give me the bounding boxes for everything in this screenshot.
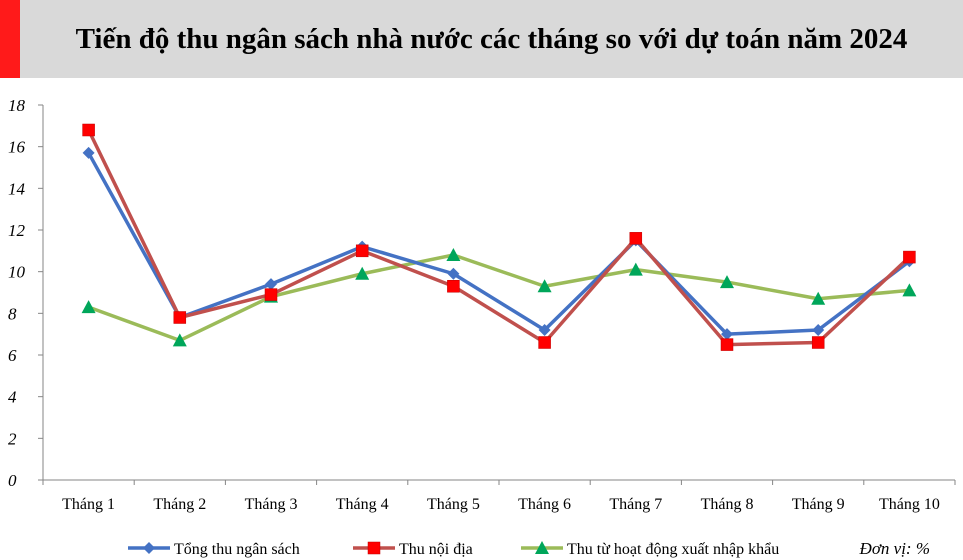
- data-point: [537, 279, 552, 293]
- legend-label: Thu từ hoạt động xuất nhập khẩu: [567, 541, 779, 558]
- data-point: [628, 262, 643, 276]
- data-point: [265, 278, 277, 291]
- legend-marker: [367, 541, 381, 555]
- x-tick-label: Tháng 9: [792, 496, 845, 513]
- y-tick-label: 10: [8, 263, 26, 282]
- x-tick-label: Tháng 7: [609, 496, 662, 513]
- data-point: [720, 275, 734, 289]
- data-point: [446, 248, 461, 261]
- chart-legend: Tổng thu ngân sách Thu nội địa Thu từ hoạt…: [128, 539, 930, 558]
- data-point: [811, 336, 825, 349]
- y-tick-label: 4: [8, 388, 17, 407]
- y-tick-label: 12: [8, 221, 26, 240]
- data-point: [812, 324, 825, 336]
- x-tick-label: Tháng 1: [62, 496, 115, 513]
- title-bar: Tiến độ thu ngân sách nhà nước các tháng…: [0, 0, 963, 78]
- legend-label: Thu nội địa: [399, 541, 473, 558]
- data-point: [903, 250, 916, 264]
- data-point: [811, 291, 826, 305]
- y-tick-label: 14: [8, 179, 26, 198]
- data-point: [538, 324, 551, 336]
- legend-marker: [143, 542, 155, 554]
- unit-note: Đơn vị: %: [859, 539, 930, 558]
- y-tick-label: 8: [8, 304, 17, 323]
- chart-title: Tiến độ thu ngân sách nhà nước các tháng…: [75, 22, 908, 55]
- series-line: [87, 253, 910, 343]
- x-tick-label: Tháng 6: [518, 496, 571, 513]
- x-tick-label: Tháng 10: [879, 496, 940, 513]
- series-line: [87, 152, 911, 336]
- y-tick-label: 6: [8, 346, 17, 365]
- chart-axes: 0 2 4 6 8 10 12 14 16 18 Tháng 1 Tháng 2 Tháng 3 Thán…: [8, 96, 956, 513]
- x-tick-label: Tháng 3: [245, 496, 298, 513]
- data-point: [629, 232, 643, 245]
- y-tick-label: 16: [8, 138, 26, 157]
- y-tick-label: 2: [8, 429, 17, 448]
- chart-series-layer: [81, 123, 917, 351]
- data-point: [902, 283, 917, 297]
- series-line: [87, 129, 911, 347]
- legend-item: Tổng thu ngân sách: [128, 541, 300, 558]
- legend-marker: [535, 541, 549, 554]
- x-tick-label: Tháng 8: [701, 496, 754, 513]
- data-point: [721, 328, 733, 341]
- data-point: [81, 300, 96, 314]
- data-point: [447, 280, 460, 293]
- series-triangle: [81, 248, 917, 347]
- data-point: [82, 123, 95, 137]
- data-point: [447, 267, 460, 280]
- legend-item: Thu từ hoạt động xuất nhập khẩu: [521, 541, 779, 558]
- legend-item: Thu nội địa: [353, 541, 473, 558]
- data-point: [82, 146, 95, 159]
- data-point: [720, 338, 734, 351]
- title-accent-stripe: [0, 0, 20, 78]
- data-point: [172, 333, 187, 347]
- x-tick-label: Tháng 5: [427, 496, 480, 513]
- series-square: [82, 123, 916, 351]
- line-chart: 0 2 4 6 8 10 12 14 16 18 Tháng 1 Tháng 2 Tháng 3 Thán…: [8, 96, 956, 558]
- data-point: [538, 336, 551, 349]
- x-tick-label: Tháng 2: [153, 496, 206, 513]
- y-tick-label: 0: [8, 471, 17, 490]
- data-point: [355, 244, 369, 258]
- legend-label: Tổng thu ngân sách: [174, 541, 300, 558]
- data-point: [355, 266, 370, 280]
- y-tick-label: 18: [8, 96, 26, 115]
- data-point: [264, 288, 278, 301]
- data-point: [173, 311, 187, 324]
- x-tick-label: Tháng 4: [336, 496, 389, 513]
